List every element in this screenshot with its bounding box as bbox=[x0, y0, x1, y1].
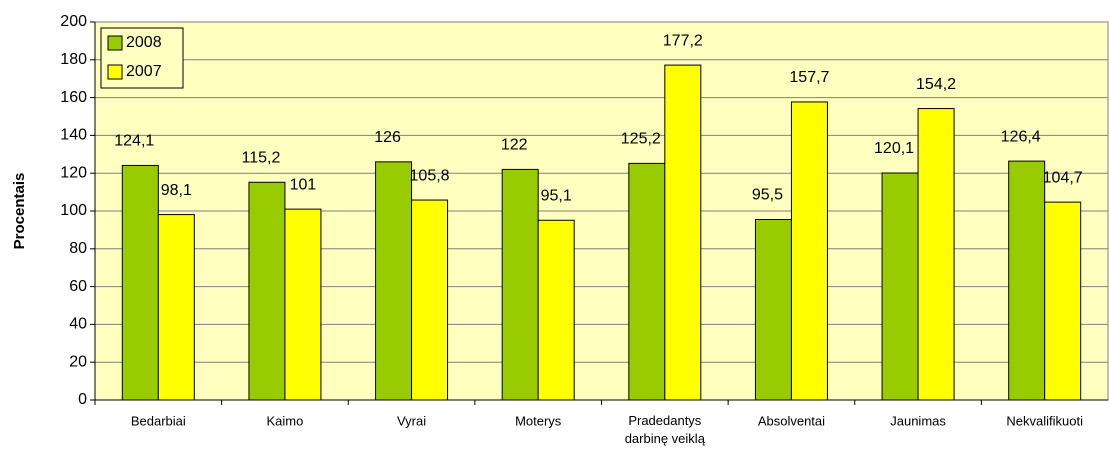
bar bbox=[628, 162, 666, 401]
data-label: 122 bbox=[501, 137, 528, 154]
bar bbox=[790, 101, 828, 401]
legend-swatch bbox=[107, 35, 123, 51]
data-label: 115,2 bbox=[242, 149, 281, 166]
data-label: 120,1 bbox=[874, 140, 914, 157]
data-label: 126 bbox=[374, 129, 401, 146]
data-label: 98,1 bbox=[161, 182, 192, 199]
y-tick-label: 0 bbox=[78, 391, 87, 408]
data-label: 154,2 bbox=[916, 76, 956, 93]
x-tick-label: Jaunimas bbox=[890, 413, 946, 428]
bar bbox=[664, 64, 702, 401]
data-label: 95,5 bbox=[752, 187, 783, 204]
data-label: 105,8 bbox=[410, 167, 450, 184]
x-tick-label: Vyrai bbox=[397, 413, 426, 428]
bar bbox=[537, 219, 575, 401]
x-tick-label: Nekvalifikuoti bbox=[1006, 413, 1083, 428]
bar bbox=[284, 208, 322, 401]
legend-label: 2008 bbox=[126, 34, 162, 51]
y-tick-label: 180 bbox=[60, 51, 87, 68]
bar bbox=[375, 161, 413, 401]
data-label: 126,4 bbox=[1001, 128, 1041, 145]
bar bbox=[411, 199, 449, 401]
y-tick-label: 60 bbox=[69, 278, 87, 295]
bar bbox=[1008, 160, 1046, 401]
y-axis-label: Procentais bbox=[11, 173, 28, 250]
x-tick-label: Bedarbiai bbox=[131, 413, 186, 428]
bar bbox=[501, 168, 539, 401]
y-tick-label: 200 bbox=[60, 13, 87, 30]
y-tick-label: 20 bbox=[69, 353, 87, 370]
bar bbox=[157, 214, 195, 401]
bar bbox=[754, 219, 792, 401]
bar bbox=[917, 108, 955, 401]
data-label: 177,2 bbox=[663, 32, 703, 49]
x-tick-label: Kaimo bbox=[267, 413, 304, 428]
legend: 2008 2007 bbox=[100, 27, 184, 89]
legend-label: 2007 bbox=[126, 63, 162, 80]
data-label: 157,7 bbox=[789, 69, 829, 86]
y-tick-label: 160 bbox=[60, 89, 87, 106]
x-tick-label: Moterys bbox=[515, 413, 562, 428]
legend-swatch bbox=[107, 64, 123, 80]
y-tick-label: 80 bbox=[69, 240, 87, 257]
bar bbox=[1044, 201, 1082, 401]
x-tick-label: Pradedantys darbinę veiklą bbox=[625, 413, 706, 446]
y-tick-label: 100 bbox=[60, 202, 87, 219]
data-label: 104,7 bbox=[1043, 169, 1083, 186]
y-tick-label: 140 bbox=[60, 127, 87, 144]
bar bbox=[121, 164, 159, 401]
data-label: 101 bbox=[290, 176, 317, 193]
x-tick-label-line: Pradedantys bbox=[628, 413, 701, 428]
data-label: 95,1 bbox=[541, 187, 572, 204]
data-label: 124,1 bbox=[114, 133, 154, 150]
x-tick-label: Absolventai bbox=[758, 413, 825, 428]
bar bbox=[248, 181, 286, 401]
bar bbox=[881, 172, 919, 401]
y-tick-label: 120 bbox=[60, 164, 87, 181]
y-tick-label: 40 bbox=[69, 316, 87, 333]
data-label: 125,2 bbox=[621, 131, 661, 148]
x-tick-label-line: darbinę veiklą bbox=[625, 431, 706, 446]
